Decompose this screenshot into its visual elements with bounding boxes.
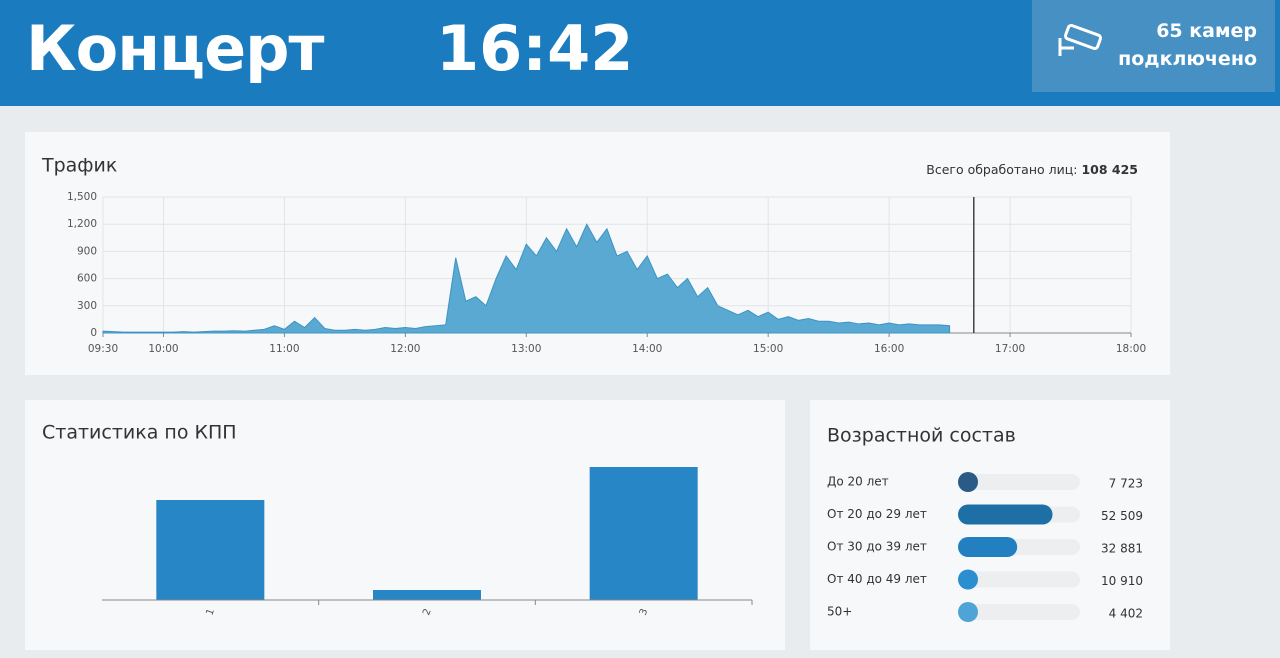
traffic-area — [102, 223, 951, 334]
x-tick-label: 18:00 — [1116, 343, 1146, 355]
bar-track — [958, 604, 1080, 620]
camera-icon — [1058, 23, 1103, 56]
x-tick-label: 17:00 — [995, 343, 1025, 355]
value-label: 4 402 — [1109, 607, 1143, 621]
value-label: 32 881 — [1101, 542, 1143, 556]
bar-track — [958, 474, 1080, 490]
category-label: От 20 до 29 лет — [827, 507, 927, 521]
x-tick-label: 3 — [638, 607, 651, 617]
camera-status: 65 камер подключено — [1032, 0, 1275, 92]
bar — [958, 504, 1053, 525]
chart-title: Статистика по КПП — [42, 422, 237, 444]
y-tick-label: 900 — [77, 245, 97, 257]
category-label: 50+ — [827, 605, 852, 619]
x-tick-label: 12:00 — [390, 343, 420, 355]
x-tick-label: 16:00 — [874, 343, 904, 355]
y-tick-label: 1,200 — [67, 218, 97, 230]
x-tick-label: 10:00 — [148, 343, 178, 355]
bar — [958, 472, 978, 492]
event-title: Концерт — [26, 12, 324, 85]
annotation-label: Всего обработано лиц: — [926, 162, 1077, 177]
x-tick-label: 11:00 — [269, 343, 299, 355]
category-label: От 40 до 49 лет — [827, 572, 927, 586]
y-tick-label: 600 — [77, 273, 97, 285]
bar — [589, 467, 698, 600]
bar-track — [958, 571, 1080, 588]
y-tick-label: 300 — [77, 300, 97, 312]
bar — [958, 537, 1018, 557]
chart-title: Возрастной состав — [827, 425, 1016, 447]
x-tick-label: 13:00 — [511, 343, 541, 355]
bar — [958, 602, 978, 622]
x-tick-label: 14:00 — [632, 343, 662, 355]
category-label: До 20 лет — [827, 475, 889, 489]
category-label: От 30 до 39 лет — [827, 540, 927, 554]
bar — [958, 569, 978, 590]
value-label: 7 723 — [1109, 477, 1143, 491]
x-tick-label: 2 — [421, 607, 434, 617]
clock: 16:42 — [436, 12, 634, 85]
camera-status-text: подключено — [1118, 48, 1257, 70]
x-tick-label: 09:30 — [88, 343, 118, 355]
value-label: 52 509 — [1101, 509, 1143, 523]
bar — [373, 590, 481, 600]
camera-count: 65 камер — [1156, 20, 1257, 42]
bar — [156, 500, 265, 600]
y-tick-label: 0 — [90, 327, 97, 339]
header: Концерт 16:42 65 камер подключено — [0, 0, 1280, 106]
chart-title: Трафик — [41, 155, 117, 177]
annotation: Всего обработано лиц: 108 425 — [926, 162, 1138, 177]
annotation-value: 108 425 — [1081, 162, 1138, 177]
y-tick-label: 1,500 — [67, 191, 97, 203]
x-tick-label: 15:00 — [753, 343, 783, 355]
x-tick-label: 1 — [205, 607, 218, 617]
value-label: 10 910 — [1101, 574, 1143, 588]
